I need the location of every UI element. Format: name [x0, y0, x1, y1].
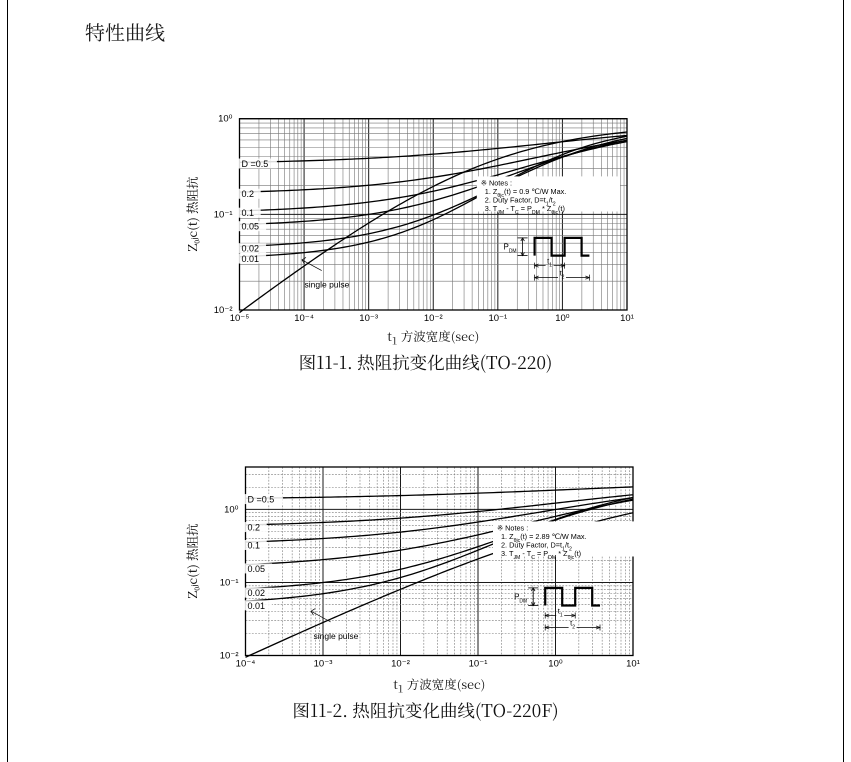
svg-text:single pulse: single pulse — [305, 280, 350, 290]
svg-text:10⁻¹: 10⁻¹ — [469, 659, 488, 670]
svg-text:10⁻³: 10⁻³ — [359, 313, 378, 324]
svg-text:0.01: 0.01 — [248, 601, 266, 611]
svg-text:10⁻²: 10⁻² — [391, 659, 410, 670]
svg-text:10⁰: 10⁰ — [218, 114, 233, 125]
svg-text:10⁻¹: 10⁻¹ — [220, 577, 239, 588]
svg-text:10⁻²: 10⁻² — [424, 313, 443, 324]
svg-text:0.1: 0.1 — [242, 208, 255, 218]
svg-text:10⁻³: 10⁻³ — [314, 659, 333, 670]
svg-text:10⁻¹: 10⁻¹ — [214, 209, 233, 220]
svg-text:10⁻⁴: 10⁻⁴ — [294, 313, 314, 324]
svg-text:single pulse: single pulse — [314, 631, 359, 641]
svg-text:10⁻⁴: 10⁻⁴ — [236, 659, 256, 670]
svg-text:0.01: 0.01 — [242, 254, 260, 264]
svg-text:Z₀ⱼc(t) 热阻抗: Z₀ⱼc(t) 热阻抗 — [183, 523, 201, 598]
svg-text:10⁻⁵: 10⁻⁵ — [230, 313, 250, 324]
svg-text:0.05: 0.05 — [242, 222, 260, 232]
svg-text:0.1: 0.1 — [248, 540, 261, 550]
svg-text:0.05: 0.05 — [248, 564, 266, 574]
svg-text:10⁰: 10⁰ — [548, 659, 563, 670]
svg-text:0.2: 0.2 — [242, 189, 255, 199]
svg-text:0.02: 0.02 — [242, 244, 260, 254]
svg-text:D =0.5: D =0.5 — [248, 495, 275, 505]
svg-text:10¹: 10¹ — [626, 659, 640, 670]
svg-text:D =0.5: D =0.5 — [242, 159, 269, 169]
svg-text:10⁰: 10⁰ — [555, 313, 570, 324]
svg-text:0.02: 0.02 — [248, 588, 266, 598]
svg-text:0.2: 0.2 — [248, 523, 261, 533]
svg-text:Z₀ⱼc(t) 热阻抗: Z₀ⱼc(t) 热阻抗 — [183, 176, 201, 251]
svg-text:10⁻¹: 10⁻¹ — [488, 313, 507, 324]
svg-text:10¹: 10¹ — [620, 313, 634, 324]
svg-text:10⁰: 10⁰ — [224, 504, 239, 515]
